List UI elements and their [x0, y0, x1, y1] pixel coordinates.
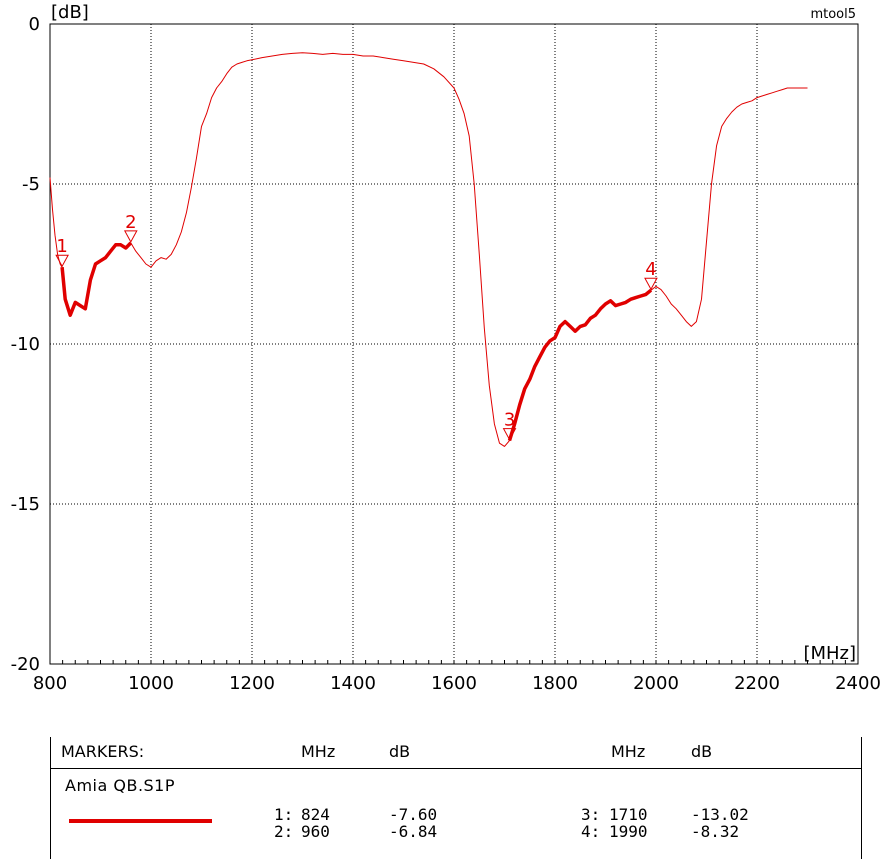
marker-2-mhz: 960 [301, 822, 330, 841]
marker-number-2: 2 [125, 212, 136, 233]
marker-triangle-2 [123, 230, 138, 243]
series-line-0 [49, 52, 808, 447]
column-mhz-2: MHz [611, 742, 646, 761]
minor-ticks [49, 660, 859, 664]
trace-legend-swatch [69, 819, 212, 823]
watermark-text: mtool5 [810, 7, 856, 22]
marker-4-db: -8.32 [691, 822, 740, 841]
x-tick-label-1600: 1600 [431, 673, 477, 694]
marker-3-label: 3: [581, 805, 601, 824]
marker-layer: 1 2 3 4 [55, 212, 658, 441]
y-tick-label-0: 0 [29, 14, 40, 35]
marker-table: MARKERS: MHz dB MHz dB Amia QB.S1P 1: 82… [50, 737, 862, 859]
marker-1: 1 [55, 236, 69, 268]
y-tick-label--15: -15 [11, 494, 40, 515]
marker-triangle-1 [55, 254, 69, 268]
marker-3: 3 [502, 410, 517, 441]
column-db-1: dB [389, 742, 411, 761]
series-layer [49, 52, 808, 447]
marker-4: 4 [644, 259, 658, 291]
marker-1-mhz: 824 [301, 805, 330, 824]
x-tick-label-1000: 1000 [128, 673, 174, 694]
marker-triangle-4 [644, 277, 658, 291]
y-tick-label--20: -20 [11, 654, 40, 675]
x-tick-label-1400: 1400 [330, 673, 376, 694]
x-tick-label-800: 800 [33, 673, 67, 694]
highlight-segment-2 [507, 288, 653, 442]
y-tick-labels: 0 -5 -10 -15 -20 [11, 14, 40, 675]
x-tick-label-1800: 1800 [532, 673, 578, 694]
marker-1-db: -7.60 [389, 805, 438, 824]
marker-number-3: 3 [504, 410, 515, 431]
marker-3-db: -13.02 [691, 805, 749, 824]
marker-1-label: 1: [274, 805, 294, 824]
trace-name: Amia QB.S1P [65, 776, 176, 795]
x-tick-label-2200: 2200 [734, 673, 780, 694]
column-mhz-1: MHz [301, 742, 336, 761]
column-db-2: dB [691, 742, 713, 761]
marker-number-4: 4 [645, 259, 656, 280]
marker-2-db: -6.84 [389, 822, 438, 841]
marker-triangle-3 [502, 428, 517, 441]
y-tick-label--5: -5 [22, 174, 40, 195]
x-axis-label: [MHz] [803, 643, 856, 664]
marker-number-1: 1 [56, 236, 67, 257]
marker-2-label: 2: [274, 822, 294, 841]
marker-4-label: 4: [581, 822, 601, 841]
marker-table-header: MARKERS: MHz dB MHz dB [51, 737, 861, 769]
x-tick-labels: 800 1000 1200 1400 1600 1800 2000 2200 2400 [33, 673, 881, 694]
markers-heading: MARKERS: [61, 742, 145, 761]
x-tick-label-2400: 2400 [835, 673, 881, 694]
x-tick-label-2000: 2000 [633, 673, 679, 694]
marker-4-mhz: 1990 [609, 822, 648, 841]
highlight-segment-1 [60, 241, 133, 317]
y-axis-label: [dB] [51, 2, 89, 23]
grid [50, 24, 858, 664]
frequency-response-chart: 800 1000 1200 1400 1600 1800 2000 2200 2400 0 -5 -… [11, 2, 881, 694]
marker-2: 2 [123, 212, 138, 243]
y-tick-label--10: -10 [11, 334, 40, 355]
marker-3-mhz: 1710 [609, 805, 648, 824]
x-tick-label-1200: 1200 [229, 673, 275, 694]
